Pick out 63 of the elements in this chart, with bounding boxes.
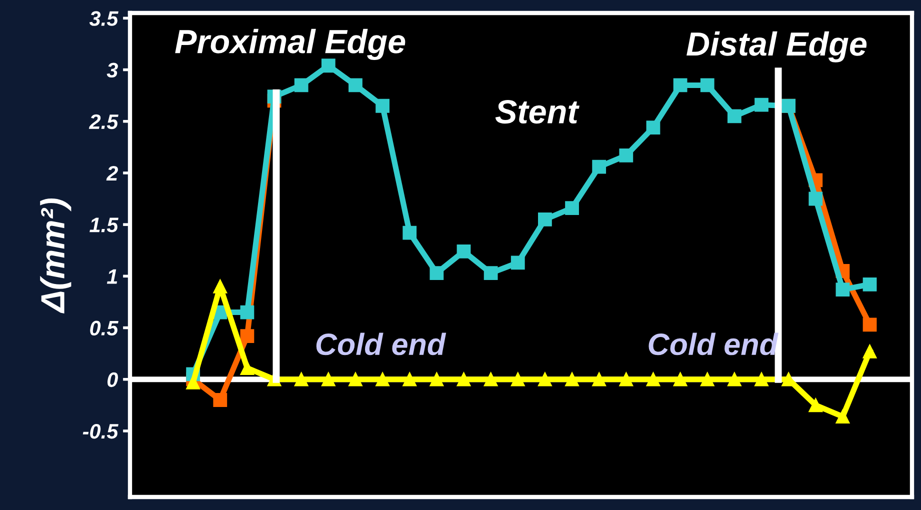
point [646,120,660,134]
y-tick-label: 3 [106,62,118,78]
point [673,78,688,92]
point [700,78,714,92]
point [321,58,336,73]
point [646,372,660,386]
y-tick-label: 1 [106,269,118,284]
point [484,372,498,386]
point [836,410,850,424]
point [862,318,877,332]
point [808,398,823,412]
point [862,277,877,292]
point [619,372,634,386]
point [510,256,525,270]
point [321,372,336,386]
y-tick-label: -0.5 [82,424,118,439]
point [240,329,254,343]
y-tick-label: 1.5 [90,218,118,232]
point [727,109,742,124]
point [456,244,471,258]
y-tick-label: 0 [107,372,118,388]
point [430,372,444,386]
point [592,372,606,386]
point [727,372,742,386]
point [186,376,200,390]
point [240,361,254,375]
point [456,372,471,386]
annotation: Cold end [316,332,446,356]
annotation: Proximal Edge [175,28,406,60]
point [376,372,390,386]
y-tick-label: 2 [106,166,118,181]
point [376,98,390,113]
point [808,192,823,206]
point [240,305,254,320]
point [673,372,688,386]
point [862,344,877,358]
point [619,148,634,162]
point [430,266,444,280]
point [592,160,606,174]
point [538,212,552,226]
point [348,78,362,92]
y-tick-label: 2.5 [88,114,118,130]
point [348,372,362,386]
y-tick-label: 3.5 [89,11,118,26]
point [484,266,498,280]
point [213,393,228,407]
point [754,98,768,112]
point [538,372,552,386]
point [754,372,768,386]
point [213,280,228,294]
point [700,372,714,386]
point [510,372,525,386]
point [402,226,417,240]
point [836,282,850,297]
point [565,201,579,215]
point [402,372,417,386]
annotation: Stent [495,100,580,124]
annotation: Distal Edge [686,31,867,62]
y-axis-title: Δ(mm²) [40,198,72,314]
point [294,78,308,92]
point [294,372,308,386]
point [565,372,579,386]
y-tick-label: 0.5 [90,320,118,336]
